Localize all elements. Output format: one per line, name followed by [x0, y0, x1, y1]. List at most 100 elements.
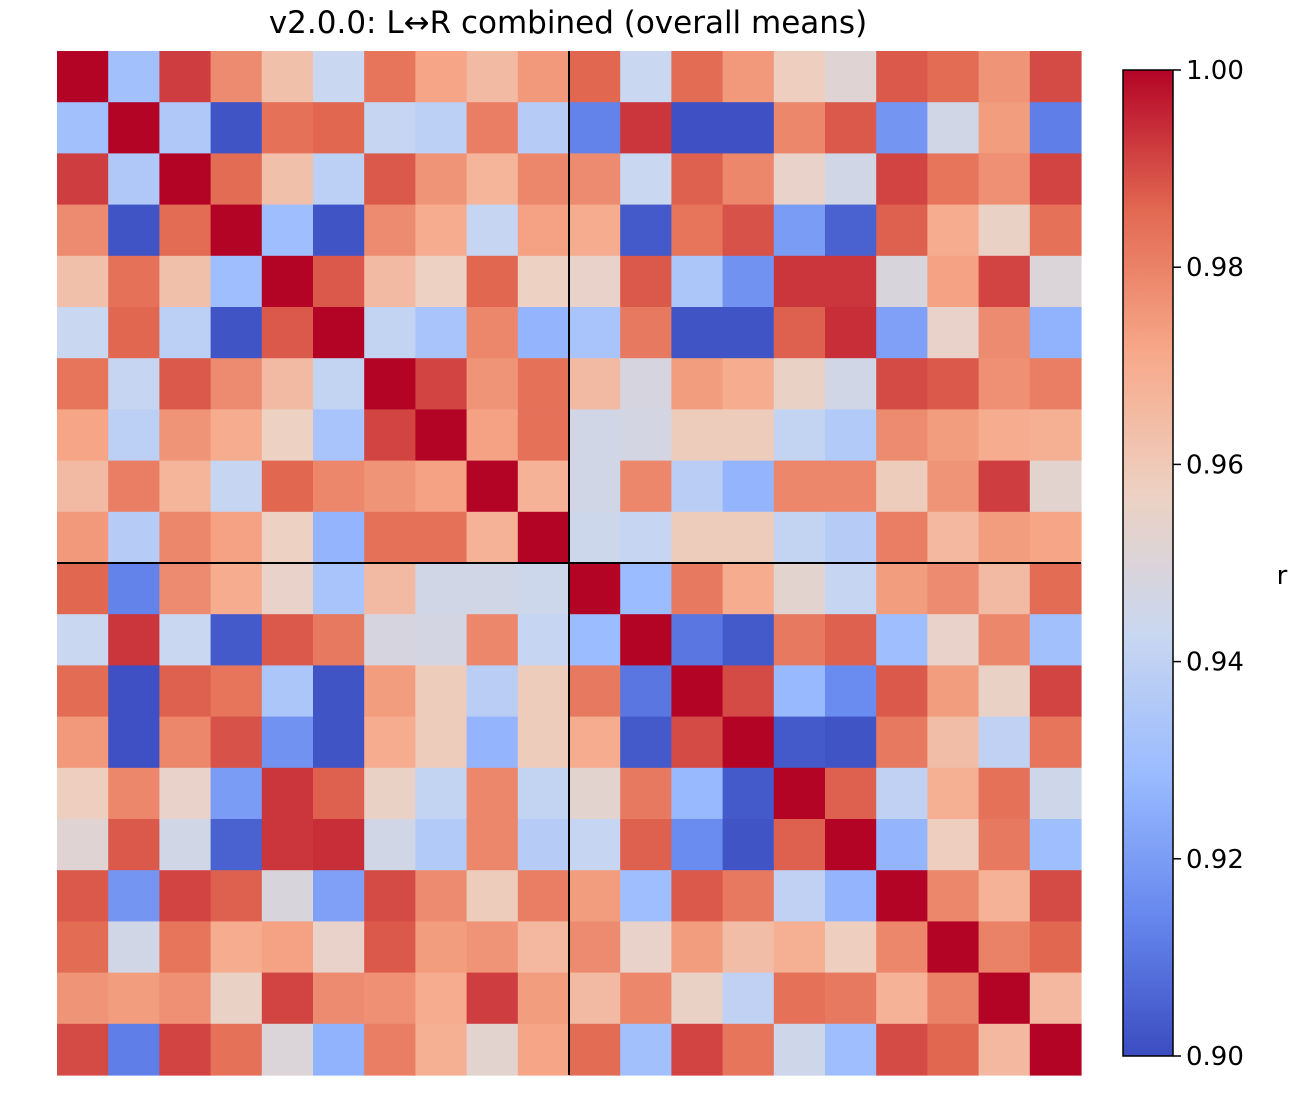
heatmap-cell — [210, 255, 263, 308]
heatmap-cell — [466, 358, 519, 410]
heatmap-cell — [825, 511, 877, 564]
heatmap-cell — [1029, 563, 1082, 615]
heatmap-cell — [978, 716, 1031, 769]
heatmap-cell — [108, 358, 160, 410]
heatmap-cell — [773, 767, 826, 820]
heatmap-cell — [108, 563, 160, 615]
heatmap-cell — [671, 102, 724, 154]
heatmap-cell — [927, 921, 980, 974]
heatmap-cell — [57, 767, 109, 820]
heatmap-cell — [261, 716, 314, 769]
heatmap-cell — [415, 1023, 468, 1076]
heatmap-cell — [569, 511, 621, 564]
heatmap-cell — [825, 921, 877, 974]
heatmap-cell — [466, 153, 519, 206]
heatmap-cell — [773, 921, 826, 974]
heatmap-cell — [620, 153, 672, 206]
heatmap-cell — [210, 716, 263, 769]
heatmap-cell — [927, 358, 980, 410]
heatmap-cell — [415, 204, 468, 257]
heatmap-cell — [620, 665, 672, 718]
heatmap-cell — [313, 870, 365, 922]
heatmap-cell — [57, 409, 109, 462]
heatmap-cell — [415, 511, 468, 564]
heatmap-cell — [313, 153, 365, 206]
heatmap-cell — [415, 358, 468, 410]
heatmap-cell — [415, 409, 468, 462]
chart-title: v2.0.0: L↔R combined (overall means) — [269, 5, 867, 41]
heatmap-cell — [825, 767, 877, 820]
heatmap-cell — [364, 307, 416, 359]
heatmap-cell — [1029, 307, 1082, 359]
heatmap-cell — [261, 819, 314, 871]
heatmap-cell — [927, 665, 980, 718]
heatmap-cell — [1029, 716, 1082, 769]
heatmap-cell — [415, 102, 468, 154]
heatmap-cell — [517, 767, 570, 820]
heatmap-cell — [159, 255, 212, 308]
heatmap-cell — [364, 51, 416, 103]
heatmap-cell — [415, 153, 468, 206]
heatmap-cell — [415, 921, 468, 974]
heatmap-cell — [773, 819, 826, 871]
heatmap-cell — [108, 972, 160, 1025]
heatmap-cell — [978, 204, 1031, 257]
heatmap-cell — [1029, 614, 1082, 666]
heatmap-cell — [313, 51, 365, 103]
heatmap-cell — [773, 255, 826, 308]
heatmap-cell — [466, 614, 519, 666]
heatmap-cell — [466, 51, 519, 103]
heatmap-cell — [159, 511, 212, 564]
heatmap-cell — [876, 204, 928, 257]
heatmap-cell — [517, 307, 570, 359]
heatmap-cell — [620, 358, 672, 410]
heatmap-cell — [876, 1023, 928, 1076]
heatmap-cell — [210, 870, 263, 922]
heatmap-cell — [773, 409, 826, 462]
heatmap-cell — [569, 153, 621, 206]
heatmap-cell — [466, 511, 519, 564]
heatmap-cell — [313, 563, 365, 615]
heatmap-cell — [671, 870, 724, 922]
heatmap-cell — [159, 358, 212, 410]
heatmap-cell — [773, 153, 826, 206]
heatmap-cell — [517, 921, 570, 974]
heatmap-cell — [313, 614, 365, 666]
heatmap-cell — [773, 51, 826, 103]
heatmap-cell — [108, 870, 160, 922]
heatmap-cell — [517, 972, 570, 1025]
heatmap-cell — [927, 819, 980, 871]
heatmap-cell — [1029, 665, 1082, 718]
heatmap-cell — [517, 102, 570, 154]
heatmap-cell — [722, 460, 775, 513]
heatmap-cell — [364, 921, 416, 974]
heatmap-cell — [722, 921, 775, 974]
heatmap-cell — [364, 716, 416, 769]
heatmap-cell — [159, 153, 212, 206]
heatmap-cell — [722, 870, 775, 922]
heatmap-cell — [313, 716, 365, 769]
heatmap-cell — [517, 665, 570, 718]
heatmap-cell — [57, 511, 109, 564]
heatmap-cell — [415, 767, 468, 820]
heatmap-cell — [108, 204, 160, 257]
colorbar-ticks: 0.90 0.92 0.94 0.96 0.98 1.00 — [1173, 56, 1244, 1072]
heatmap-cell — [364, 1023, 416, 1076]
heatmap-cell — [825, 563, 877, 615]
heatmap-cell — [261, 358, 314, 410]
heatmap-cell — [978, 102, 1031, 154]
heatmap-cell — [466, 921, 519, 974]
heatmap-cell — [210, 102, 263, 154]
heatmap-cell — [108, 460, 160, 513]
heatmap-cell — [364, 614, 416, 666]
heatmap-cell — [364, 563, 416, 615]
heatmap-cell — [620, 819, 672, 871]
heatmap-cell — [671, 563, 724, 615]
heatmap-cell — [671, 460, 724, 513]
heatmap-cell — [159, 51, 212, 103]
heatmap-cell — [978, 563, 1031, 615]
heatmap-cell — [773, 665, 826, 718]
heatmap-cell — [671, 614, 724, 666]
heatmap-cell — [261, 972, 314, 1025]
heatmap-cell — [927, 153, 980, 206]
